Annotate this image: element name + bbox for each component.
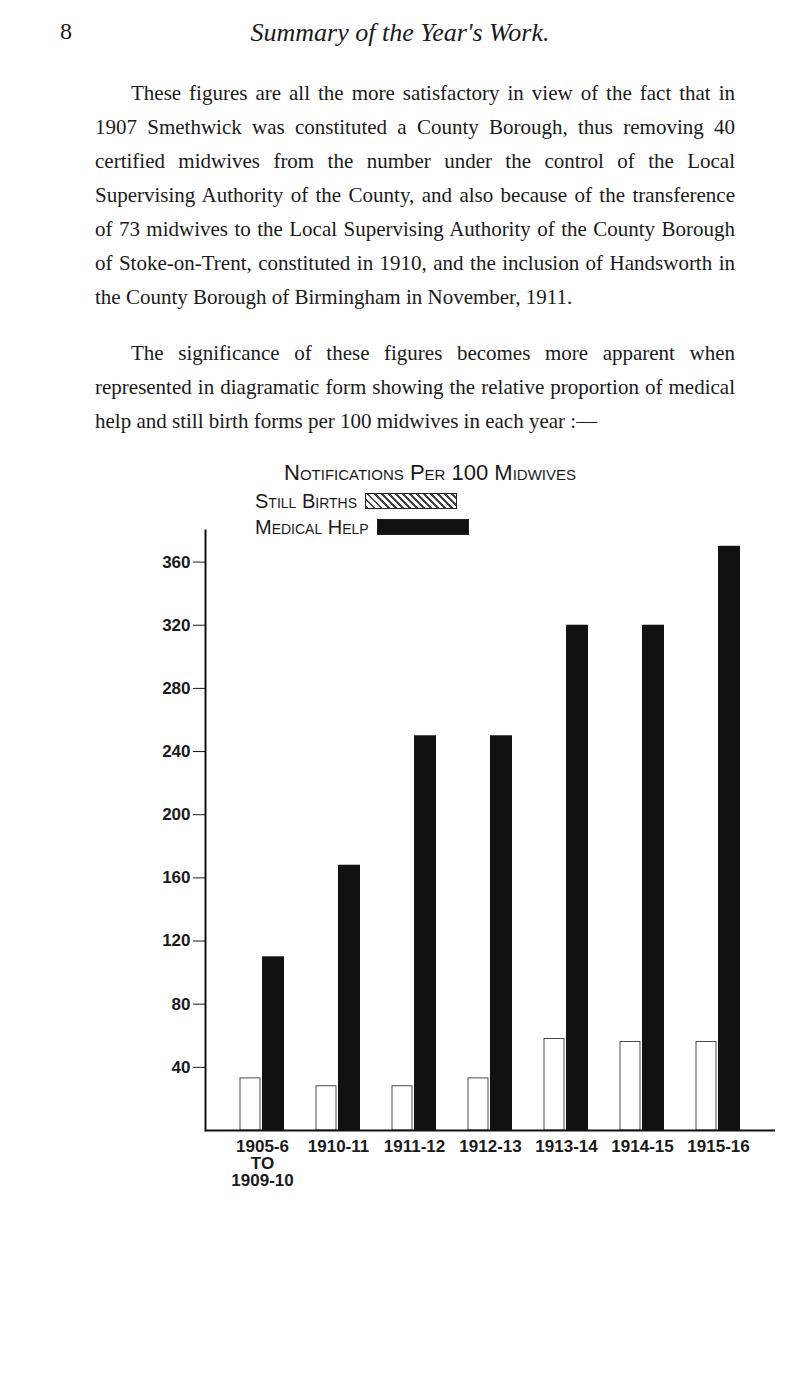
html-text:The significance of these figu: The significance of these figures become… — [95, 341, 735, 433]
svg-text:1911-12: 1911-12 — [384, 1137, 445, 1156]
svg-text:1905-6TO1909-10: 1905-6TO1909-10 — [231, 1137, 293, 1190]
svg-text:1915-16: 1915-16 — [687, 1137, 749, 1156]
svg-text:200: 200 — [162, 805, 190, 824]
html-text:Summary of the Year's Work.: Summary of the Year's Work. — [250, 18, 550, 47]
svg-text:160: 160 — [162, 868, 190, 887]
html-text:8: 8 — [60, 18, 72, 44]
svg-text:280: 280 — [162, 679, 190, 698]
html-text:Still Births: Still Births — [255, 489, 357, 512]
svg-text:1912-13: 1912-13 — [459, 1137, 521, 1156]
svg-text:1913-14: 1913-14 — [535, 1137, 598, 1156]
svg-text:40: 40 — [172, 1058, 191, 1077]
svg-text:360: 360 — [162, 553, 190, 572]
svg-text:240: 240 — [162, 742, 190, 761]
svg-text:120: 120 — [162, 931, 190, 950]
html-text:Notifications Per 100 Midwives: Notifications Per 100 Midwives — [284, 460, 576, 485]
svg-text:1910-11: 1910-11 — [308, 1137, 369, 1156]
html-text:Medical Help: Medical Help — [255, 515, 369, 538]
svg-text:1914-15: 1914-15 — [611, 1137, 673, 1156]
svg-text:320: 320 — [162, 616, 190, 635]
svg-text:80: 80 — [172, 995, 191, 1014]
html-text:These figures are all the more: These figures are all the more satisfact… — [95, 81, 735, 309]
